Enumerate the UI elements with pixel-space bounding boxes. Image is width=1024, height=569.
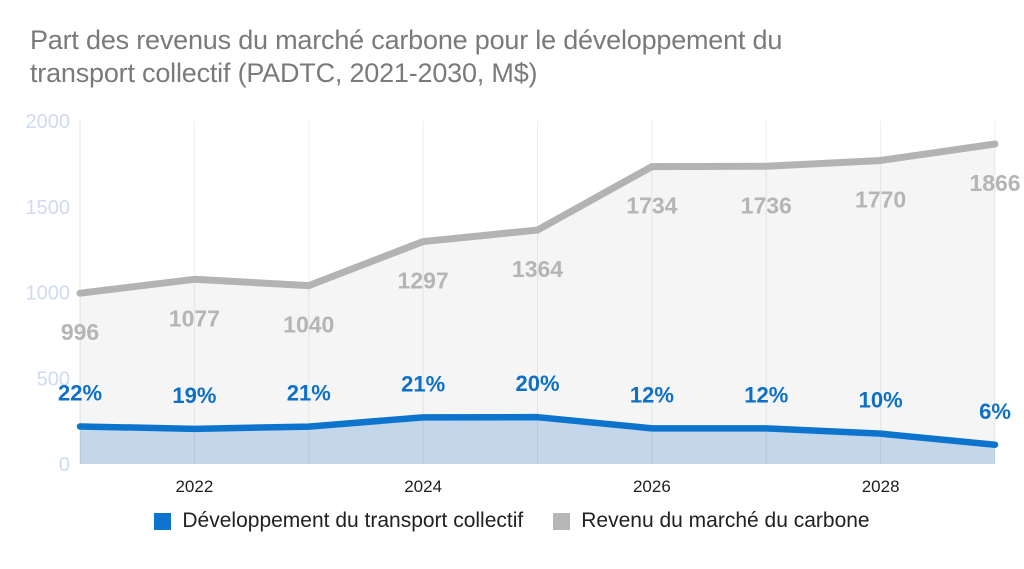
area-chart[interactable]: 0 500 1000 1500 2000 2022 2024 2026 2028 996 1077 1… <box>0 0 1024 505</box>
value-label: 1770 <box>855 186 906 212</box>
value-label: 1866 <box>969 170 1020 196</box>
y-axis-label: 0 <box>59 454 70 476</box>
percent-label: 20% <box>515 371 559 396</box>
percent-label: 12% <box>744 382 788 407</box>
percent-label: 10% <box>859 388 903 413</box>
value-label: 996 <box>61 319 99 345</box>
percent-label: 21% <box>287 381 331 406</box>
x-axis-label: 2024 <box>404 477 442 496</box>
legend-label-transport: Développement du transport collectif <box>182 509 524 532</box>
legend-swatch-transport <box>154 512 172 530</box>
x-axis-label: 2026 <box>633 477 671 496</box>
percent-label: 19% <box>172 383 216 408</box>
value-label: 1297 <box>398 268 449 294</box>
percent-label: 22% <box>58 380 102 405</box>
foreground-area-line[interactable] <box>76 413 999 449</box>
x-axis-label: 2028 <box>862 477 900 496</box>
percent-label: 12% <box>630 382 674 407</box>
x-axis-label: 2022 <box>175 477 213 496</box>
legend-item-carbone[interactable]: Revenu du marché du carbone <box>553 509 870 533</box>
page-title: Part des revenus du marché carbone pour … <box>30 24 990 90</box>
percent-label: 6% <box>979 399 1011 424</box>
value-label: 1364 <box>512 256 563 282</box>
background-area-fill <box>80 143 995 464</box>
legend-item-transport[interactable]: Développement du transport collectif <box>154 509 523 533</box>
legend-label-carbone: Revenu du marché du carbone <box>581 509 870 532</box>
chart-legend: Développement du transport collectif Rev… <box>0 509 1024 533</box>
value-label: 1734 <box>626 193 677 219</box>
value-label: 1040 <box>283 312 334 338</box>
y-axis-label: 1000 <box>26 283 71 305</box>
background-area-line[interactable] <box>76 140 999 297</box>
legend-swatch-carbone <box>553 512 571 530</box>
percent-label: 21% <box>401 371 445 396</box>
title-line-1: Part des revenus du marché carbone pour … <box>30 25 783 55</box>
y-axis-label: 1500 <box>26 197 71 219</box>
y-axis-label: 2000 <box>26 111 71 133</box>
y-axis-label: 500 <box>37 368 70 390</box>
value-label: 1736 <box>741 192 792 218</box>
title-line-2: transport collectif (PADTC, 2021-2030, M… <box>30 58 538 88</box>
value-label: 1077 <box>169 305 220 331</box>
